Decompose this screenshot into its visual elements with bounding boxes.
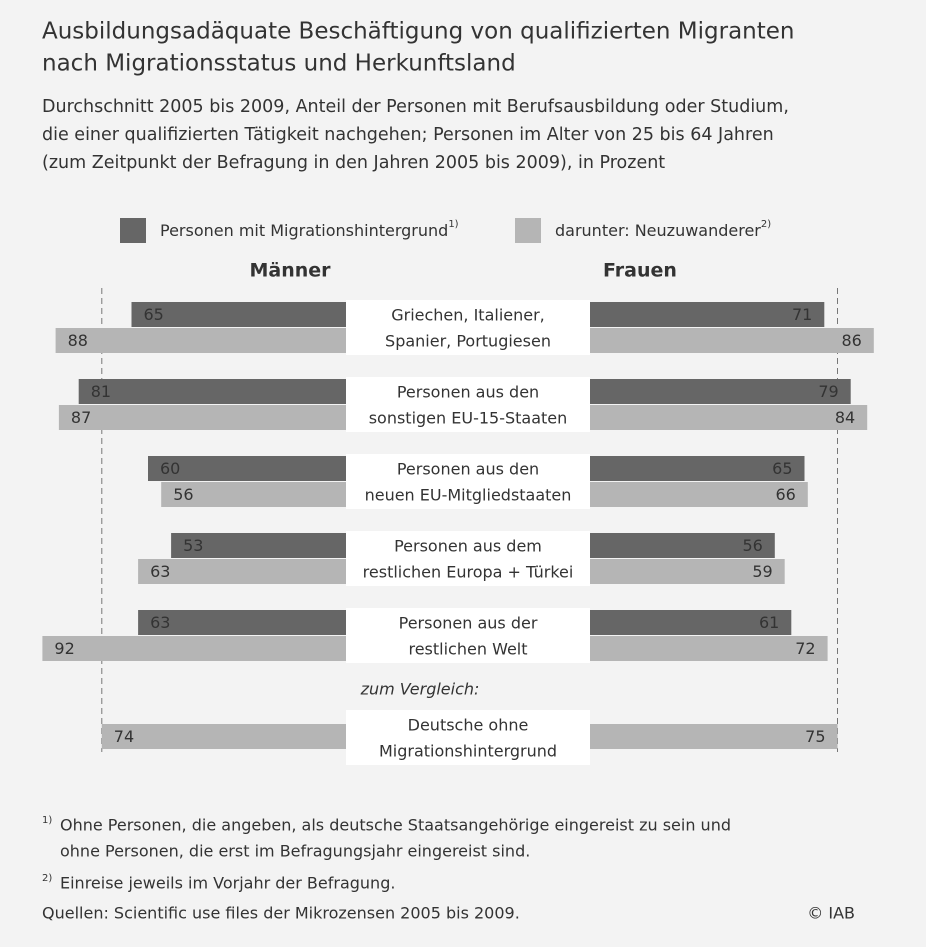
bar xyxy=(58,405,347,430)
value-label: 88 xyxy=(68,331,88,350)
category-label: restlichen Europa + Türkei xyxy=(363,563,574,582)
chart-title: Ausbildungsadäquate Beschäftigung von qu… xyxy=(42,19,795,45)
category-label: Spanier, Portugiesen xyxy=(385,332,551,351)
bar xyxy=(55,328,346,353)
chart-title: nach Migrationsstatus und Herkunftsland xyxy=(42,51,516,77)
value-label: 71 xyxy=(792,305,812,324)
value-label: 60 xyxy=(160,459,180,478)
value-label: 75 xyxy=(805,727,825,746)
value-label: 56 xyxy=(742,536,762,555)
value-label: 74 xyxy=(114,727,134,746)
category-box xyxy=(346,710,590,765)
legend-label: Personen mit Migrationshintergrund1) xyxy=(160,219,459,240)
value-label: 86 xyxy=(841,331,861,350)
category-label: sonstigen EU-15-Staaten xyxy=(369,409,568,428)
value-label: 53 xyxy=(183,536,203,555)
category-label: Griechen, Italiener, xyxy=(391,306,545,325)
legend-swatch xyxy=(515,218,541,243)
category-box xyxy=(346,300,590,355)
bar xyxy=(590,636,828,661)
footnote-marker: 2) xyxy=(42,873,52,884)
value-label: 59 xyxy=(752,562,772,581)
category-label: Personen aus der xyxy=(399,614,538,633)
bar xyxy=(590,559,785,584)
value-label: 66 xyxy=(775,485,795,504)
bar xyxy=(171,533,346,558)
category-label: Personen aus den xyxy=(397,383,539,402)
footnote-text: ohne Personen, die erst im Befragungsjah… xyxy=(60,842,530,861)
value-label: 65 xyxy=(144,305,164,324)
category-box xyxy=(346,531,590,586)
panel-title: Frauen xyxy=(603,260,677,282)
value-label: 61 xyxy=(759,613,779,632)
value-label: 84 xyxy=(835,408,855,427)
category-label: neuen EU-Mitgliedstaaten xyxy=(365,486,572,505)
bar xyxy=(590,405,868,430)
legend-note: 1) xyxy=(448,219,458,230)
value-label: 56 xyxy=(173,485,193,504)
value-label: 81 xyxy=(91,382,111,401)
footnote-text: Einreise jeweils im Vorjahr der Befragun… xyxy=(60,874,395,893)
bar xyxy=(161,482,346,507)
category-box xyxy=(346,377,590,432)
panel-title: Männer xyxy=(249,260,331,282)
bar xyxy=(590,328,874,353)
chart-subtitle: die einer qualifizierten Tätigkeit nachg… xyxy=(42,125,774,145)
value-label: 87 xyxy=(71,408,91,427)
legend-name: darunter: Neuzuwanderer xyxy=(555,221,761,240)
source: Quellen: Scientific use files der Mikroz… xyxy=(42,904,520,923)
value-label: 92 xyxy=(54,639,74,658)
value-label: 63 xyxy=(150,613,170,632)
bar xyxy=(131,302,346,327)
comparison-label: zum Vergleich: xyxy=(360,680,480,699)
value-label: 65 xyxy=(772,459,792,478)
chart-subtitle: Durchschnitt 2005 bis 2009, Anteil der P… xyxy=(42,97,789,117)
value-label: 63 xyxy=(150,562,170,581)
legend-note: 2) xyxy=(761,219,771,230)
value-label: 79 xyxy=(818,382,838,401)
bar xyxy=(138,559,346,584)
bar xyxy=(138,610,346,635)
category-box xyxy=(346,608,590,663)
legend-swatch xyxy=(120,218,146,243)
value-label: 72 xyxy=(795,639,815,658)
bar xyxy=(590,482,808,507)
footnote-text: Ohne Personen, die angeben, als deutsche… xyxy=(60,816,731,835)
category-label: restlichen Welt xyxy=(408,640,527,659)
category-label: Deutsche ohne xyxy=(408,716,529,735)
copyright: © IAB xyxy=(807,904,855,923)
category-label: Personen aus dem xyxy=(394,537,542,556)
bar xyxy=(590,379,851,404)
category-label: Personen aus den xyxy=(397,460,539,479)
category-label: Migrationshintergrund xyxy=(379,742,557,761)
bar xyxy=(590,302,825,327)
bar xyxy=(590,724,838,749)
footnote-marker: 1) xyxy=(42,815,52,826)
bar xyxy=(590,456,805,481)
bar xyxy=(590,610,792,635)
bar xyxy=(148,456,346,481)
bar xyxy=(42,636,347,661)
legend-label: darunter: Neuzuwanderer2) xyxy=(555,219,771,240)
category-box xyxy=(346,454,590,509)
chart-subtitle: (zum Zeitpunkt der Befragung in den Jahr… xyxy=(42,153,665,173)
bar xyxy=(590,533,775,558)
legend-name: Personen mit Migrationshintergrund xyxy=(160,221,448,240)
bar xyxy=(78,379,346,404)
bar xyxy=(101,724,346,749)
